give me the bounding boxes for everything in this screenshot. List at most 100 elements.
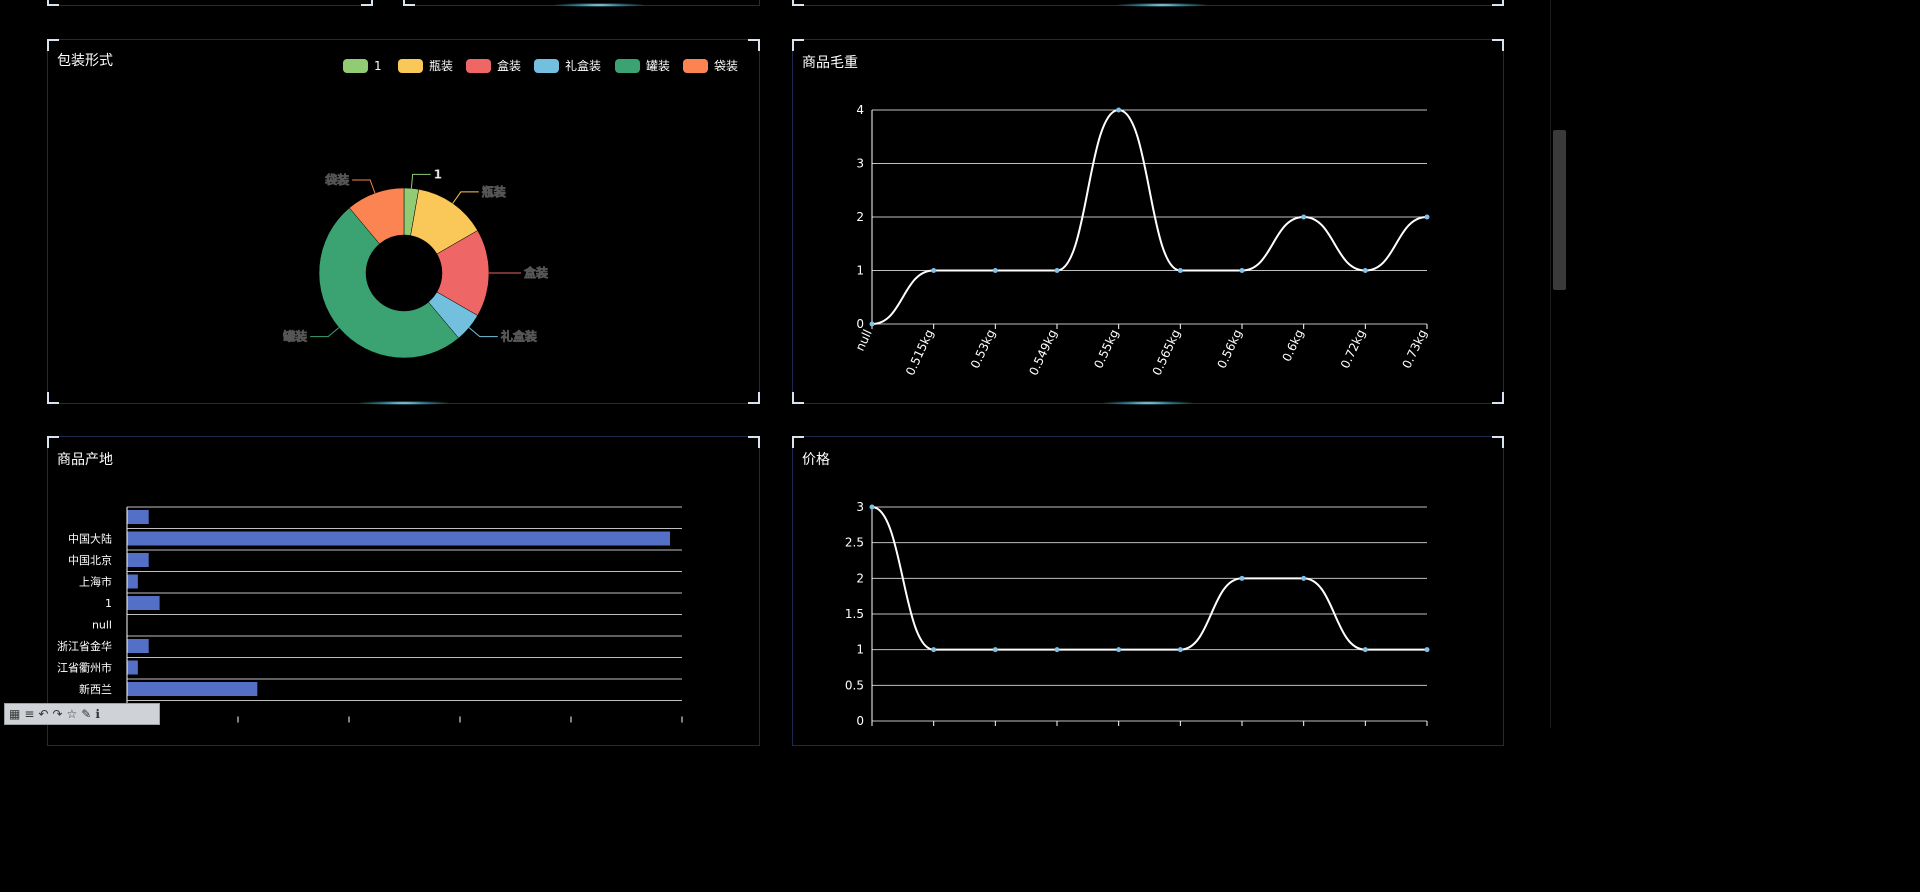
data-point [1362,647,1368,653]
y-tick-label: 1 [856,643,864,657]
top-panel-right [792,0,1504,7]
slice-label: 1 [434,167,442,181]
legend-label: 瓶装 [429,59,453,73]
data-point [869,321,875,327]
data-point [1239,575,1245,581]
x-tick-label: 0.515kg [903,327,936,377]
slice-label: 礼盒装 [501,329,537,344]
text-icon[interactable]: ≡ [24,707,35,721]
y-tick-label: 1.5 [845,607,864,621]
slice-label: 罐装 [282,329,307,344]
legend-item: 1 [343,59,382,73]
corner-bracket [748,392,760,404]
legend-item: 袋装 [683,59,738,73]
panel-glow [1117,3,1208,7]
corner-bracket [47,392,59,404]
data-point [1116,647,1122,653]
legend-label: 罐装 [646,59,670,73]
price-line-chart: 0 0.5 1 1.5 2 2.5 3 [845,500,1430,728]
y-tick-label: 1 [105,597,112,610]
legend-swatch [466,59,491,73]
series-line [871,108,1428,325]
x-tick-label: 0.73kg [1400,327,1430,370]
bar [127,510,149,524]
data-point [1177,647,1183,653]
corner-bracket [792,39,804,51]
data-point [931,268,937,273]
floating-toolbar: ▦ ≡ ↶ ↷ ☆ ✎ ℹ [4,703,160,725]
y-tick-label: 新西兰 [79,682,112,696]
data-point [1116,107,1122,113]
y-tick-label: 2 [856,571,864,585]
y-tick-label: 中国大陆 [68,532,112,546]
grid-icon[interactable]: ▦ [9,707,21,721]
y-tick-label: 0 [856,714,864,728]
legend-item: 瓶装 [398,59,453,73]
vertical-scrollbar[interactable] [1550,0,1568,728]
y-tick-label: 江省衢州市 [57,661,112,675]
legend-item: 罐装 [615,59,670,73]
legend-item: 礼盒装 [534,58,601,73]
y-tick-label: 中国北京 [68,553,112,567]
slice-label: 盒装 [523,265,548,280]
star-icon[interactable]: ☆ [66,707,78,721]
slice-label: 袋装 [324,172,349,187]
pie-slice [318,207,459,359]
bar [127,639,149,653]
data-point [1177,268,1183,273]
bar [127,682,258,696]
y-tick-label: 3 [856,157,864,171]
undo-icon[interactable]: ↶ [38,707,49,721]
data-point [1054,268,1060,273]
pie-slice [349,187,405,245]
scrollbar-thumb[interactable] [1553,130,1566,290]
top-panel-left [47,0,373,6]
slice-label: 瓶装 [482,184,506,199]
y-tick-label: null [92,619,112,632]
panel-glow [358,401,449,405]
corner-bracket [792,436,804,448]
panel-glow [1103,401,1193,405]
legend-swatch [398,59,423,73]
data-point [1424,214,1430,220]
pen-icon[interactable]: ✎ [81,707,92,721]
legend-swatch [343,59,368,73]
y-tick-label: 3 [856,500,864,514]
x-tick-label: 0.6kg [1279,327,1306,363]
y-tick-label: 上海市 [79,575,112,589]
x-tick-label: null [853,327,875,353]
corner-bracket [403,0,415,6]
price-panel: 价格 0 0.5 1 1.5 2 2.5 3 [792,436,1504,746]
bar [127,531,670,546]
y-tick-label: 0.5 [845,678,864,692]
packaging-panel: 包装形式 1 瓶装 盒装 礼盒装 罐装 袋装 1 瓶装 盒装 礼盒装 罐装 袋装 [47,39,760,405]
corner-bracket [47,0,59,6]
bar [127,553,149,567]
corner-bracket [47,436,59,448]
redo-icon[interactable]: ↷ [52,707,63,721]
weight-line-chart: 0 1 2 3 4 null 0.515kg 0.53kg 0.549kg 0.55kg 0.565… [853,103,1430,378]
panel-title: 商品毛重 [802,55,858,71]
x-tick-label: 0.53kg [968,327,998,370]
label-leader-line [310,327,340,338]
legend-item: 盒装 [466,58,521,73]
panel-title: 包装形式 [57,53,113,69]
corner-bracket [792,392,804,404]
legend-swatch [534,59,559,73]
bar [127,596,160,610]
data-point [1054,647,1060,653]
panel-title: 商品产地 [57,452,113,468]
y-tick-label: 2 [856,210,864,224]
legend-label: 袋装 [714,59,738,73]
data-point [1301,575,1307,581]
corner-bracket [1492,39,1504,51]
x-tick-label: 0.55kg [1091,327,1121,370]
panel-glow [554,3,645,7]
corner-bracket [792,0,804,6]
info-icon[interactable]: ℹ [95,707,100,721]
y-tick-label: 2.5 [845,536,864,550]
label-leader-line [410,173,431,189]
data-point [992,268,998,273]
